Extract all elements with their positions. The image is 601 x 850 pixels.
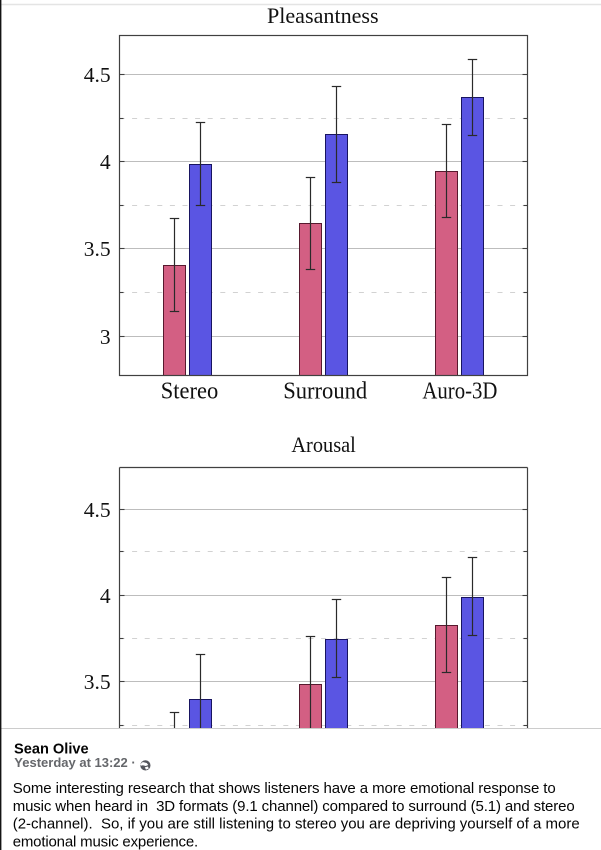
svg-text:Sean Olive: Sean Olive xyxy=(14,741,89,757)
svg-text:Arousal: Arousal xyxy=(291,432,356,457)
svg-text:3.5: 3.5 xyxy=(84,670,111,694)
svg-text:Yesterday at 13:22 ·: Yesterday at 13:22 · xyxy=(14,755,135,770)
svg-text:Surround: Surround xyxy=(283,378,367,404)
svg-text:4: 4 xyxy=(100,150,111,174)
svg-text:4.5: 4.5 xyxy=(84,498,111,522)
svg-text:emotional music experience.: emotional music experience. xyxy=(13,833,199,850)
svg-text:music when heard in 3D format: music when heard in 3D formats (9.1 chan… xyxy=(13,798,575,815)
svg-text:3: 3 xyxy=(100,325,111,349)
svg-text:4.5: 4.5 xyxy=(84,63,111,87)
svg-text:(2-channel). So, if you are s: (2-channel). So, if you are still listen… xyxy=(13,816,580,833)
svg-text:Stereo: Stereo xyxy=(161,378,219,404)
svg-text:4: 4 xyxy=(100,584,111,608)
svg-text:Pleasantness: Pleasantness xyxy=(267,3,379,28)
svg-text:3.5: 3.5 xyxy=(84,237,111,261)
svg-text:Auro-3D: Auro-3D xyxy=(422,378,497,404)
svg-text:Some interesting research that: Some interesting research that shows lis… xyxy=(13,780,556,797)
